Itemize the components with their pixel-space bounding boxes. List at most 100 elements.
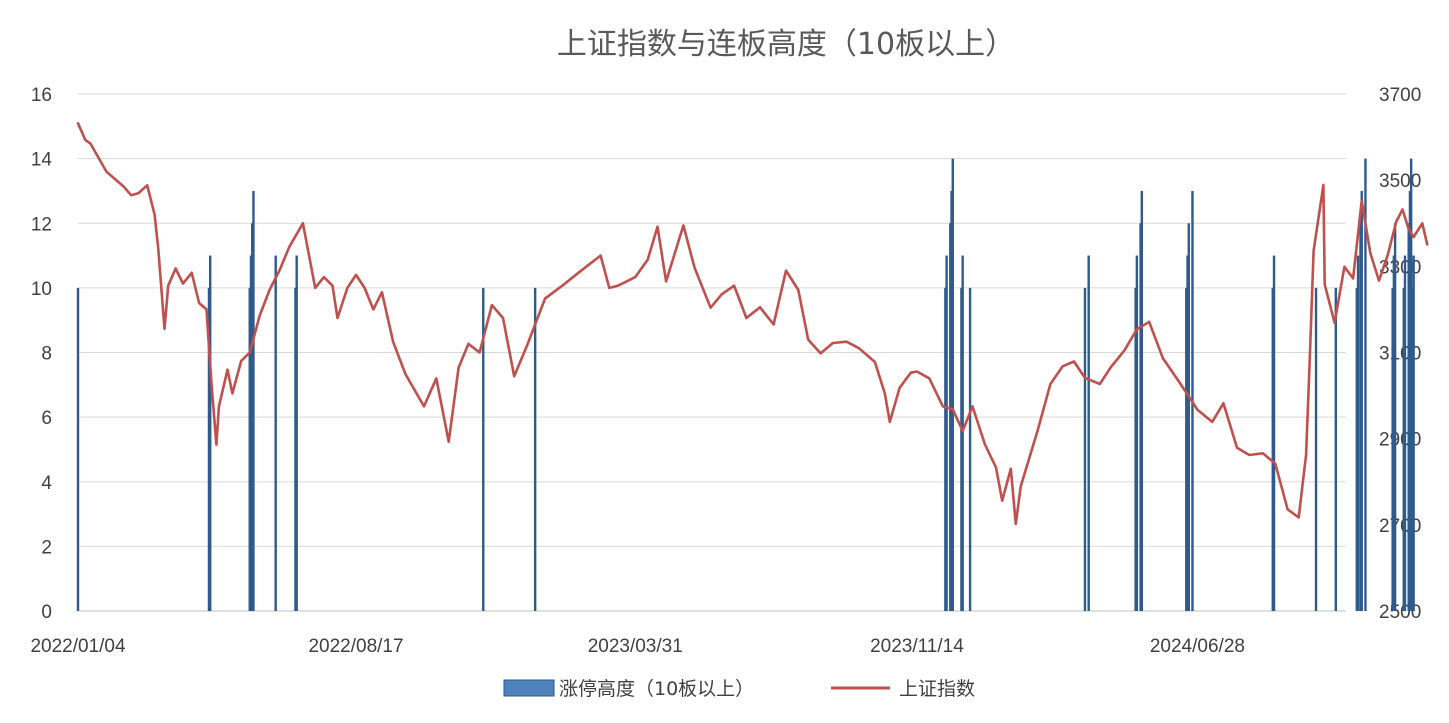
line-point — [1305, 453, 1307, 456]
line-point — [1274, 462, 1277, 465]
line-point — [1378, 279, 1380, 282]
line-series — [76, 122, 1429, 526]
line-point — [1323, 283, 1326, 286]
left-y-axis: 0 2 4 6 8 10 12 14 16 — [31, 85, 53, 623]
line-point — [363, 287, 366, 289]
bar — [1360, 190, 1363, 611]
bar — [968, 287, 972, 611]
line-point — [478, 351, 481, 354]
line-point — [1136, 328, 1138, 331]
line-point — [961, 430, 964, 432]
line-point — [96, 155, 99, 158]
line-point — [1333, 321, 1336, 324]
bar — [1083, 287, 1087, 611]
line-point — [1369, 252, 1372, 255]
line-point — [693, 266, 696, 269]
line-point — [709, 306, 712, 309]
bar — [1355, 287, 1358, 611]
line-point — [1401, 208, 1404, 211]
line-point — [105, 170, 108, 173]
bar — [76, 287, 80, 611]
line-point — [544, 297, 546, 300]
bar — [209, 255, 212, 611]
line-point — [467, 343, 470, 345]
line-point — [526, 343, 529, 345]
line-point — [1352, 277, 1354, 280]
line-point — [916, 370, 918, 373]
line-point — [720, 293, 723, 296]
line-point — [302, 222, 304, 225]
bar — [1272, 255, 1276, 611]
line-point — [819, 352, 822, 355]
line-point — [502, 317, 504, 319]
bar — [533, 287, 537, 611]
bar — [1359, 223, 1362, 611]
line-point — [447, 440, 450, 443]
line-point — [909, 371, 912, 374]
line-point — [336, 317, 339, 319]
legend-bar-swatch — [503, 679, 555, 697]
bar — [1391, 287, 1394, 611]
bar — [1403, 255, 1407, 611]
line-point — [1421, 222, 1424, 225]
x-tick-label: 2023/03/31 — [588, 636, 683, 657]
line-point — [995, 466, 997, 469]
bar — [1314, 287, 1318, 611]
line-point — [1211, 421, 1214, 423]
bar — [207, 287, 211, 611]
line-point — [288, 246, 291, 248]
line-point — [218, 405, 220, 408]
bar — [961, 255, 964, 611]
line-point — [665, 280, 667, 283]
line-point — [1286, 508, 1289, 511]
left-tick-label: 10 — [31, 279, 52, 300]
line-point — [1123, 349, 1126, 352]
right-tick-label: 2700 — [1379, 516, 1421, 537]
bar — [951, 158, 954, 611]
line-point — [1248, 454, 1251, 456]
line-point — [634, 276, 637, 278]
bar — [1186, 255, 1189, 611]
line-point — [984, 443, 986, 446]
left-tick-label: 0 — [41, 602, 52, 623]
index-line — [76, 122, 1429, 526]
line-point — [1187, 395, 1190, 398]
line-point — [1222, 402, 1225, 405]
line-point — [323, 276, 325, 278]
line-point — [1236, 446, 1238, 449]
bar — [482, 287, 485, 611]
line-point — [1412, 236, 1415, 238]
bar — [1364, 158, 1367, 611]
line-point — [268, 289, 271, 291]
left-tick-label: 2 — [41, 537, 52, 558]
line-point — [1148, 321, 1151, 323]
line-point — [1037, 428, 1039, 430]
bar — [252, 190, 255, 611]
line-point — [167, 284, 169, 287]
bar — [248, 287, 251, 611]
line-point — [381, 291, 383, 293]
line-point — [163, 328, 166, 330]
line-point — [157, 248, 160, 250]
line-point — [89, 142, 92, 145]
right-tick-label: 3500 — [1379, 171, 1421, 192]
line-point — [513, 375, 515, 377]
line-point — [1162, 357, 1164, 359]
line-point — [240, 360, 242, 362]
line-point — [423, 405, 425, 408]
line-point — [146, 184, 148, 187]
line-point — [1395, 220, 1398, 223]
line-point — [1262, 452, 1264, 455]
line-point — [1407, 228, 1410, 231]
line-point — [1176, 378, 1179, 381]
bar — [1393, 223, 1397, 611]
line-point — [1196, 409, 1199, 411]
bar — [295, 255, 298, 611]
line-point — [561, 284, 564, 287]
line-point — [682, 224, 685, 227]
bar — [274, 255, 277, 611]
right-tick-label: 2900 — [1379, 430, 1421, 451]
line-point — [1049, 383, 1052, 385]
bar — [1412, 255, 1415, 611]
grid-lines — [78, 93, 1346, 612]
